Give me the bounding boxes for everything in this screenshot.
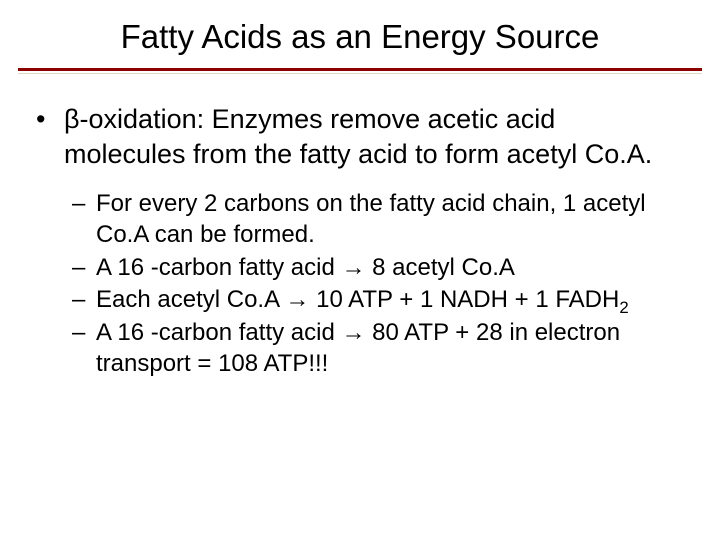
sub-bullet: – A 16 -carbon fatty acid → 8 acetyl Co.… [72,253,684,284]
sub-bullet-text: A 16 -carbon fatty acid → 80 ATP + 28 in… [96,318,684,379]
bullet-main: • β-oxidation: Enzymes remove acetic aci… [36,102,684,171]
sub-bullet-text: Each acetyl Co.A → 10 ATP + 1 NADH + 1 F… [96,285,684,316]
sub-bullet-text: For every 2 carbons on the fatty acid ch… [96,189,684,250]
sub-bullet-text: A 16 -carbon fatty acid → 8 acetyl Co.A [96,253,684,284]
sub-bullet-marker: – [72,285,96,316]
sub-bullet-marker: – [72,189,96,250]
divider-line-primary [18,68,702,71]
slide-title: Fatty Acids as an Energy Source [0,18,720,68]
bullet-main-text: β-oxidation: Enzymes remove acetic acid … [64,102,684,171]
sub-bullet-list: – For every 2 carbons on the fatty acid … [36,189,684,379]
bullet-marker: • [36,102,64,171]
sub-bullet: – A 16 -carbon fatty acid → 80 ATP + 28 … [72,318,684,379]
sub-bullet: – For every 2 carbons on the fatty acid … [72,189,684,250]
sub-bullet: – Each acetyl Co.A → 10 ATP + 1 NADH + 1… [72,285,684,316]
sub-bullet-marker: – [72,253,96,284]
slide-content: • β-oxidation: Enzymes remove acetic aci… [0,74,720,379]
slide: Fatty Acids as an Energy Source • β-oxid… [0,0,720,540]
sub-bullet-marker: – [72,318,96,379]
